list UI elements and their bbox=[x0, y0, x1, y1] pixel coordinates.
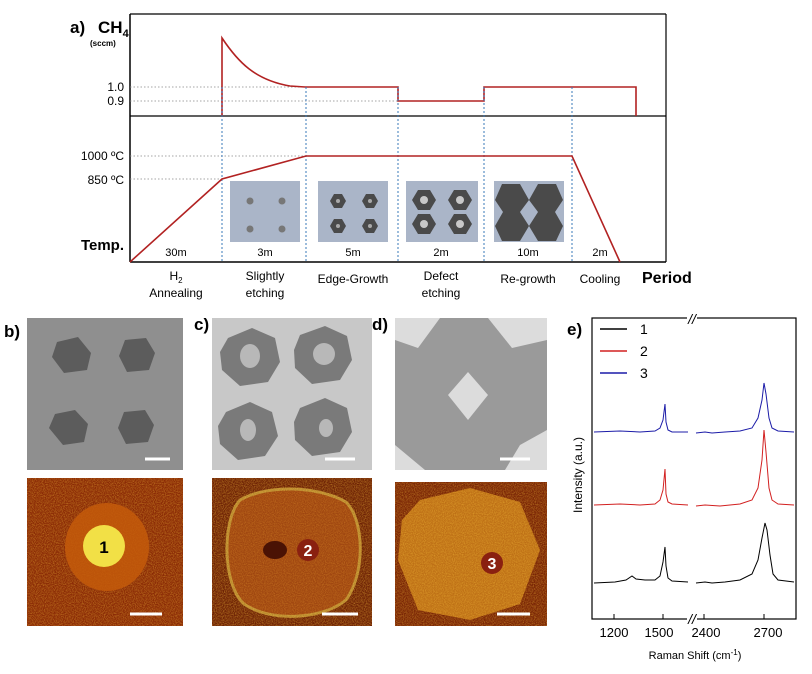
series-1-line bbox=[593, 522, 795, 584]
x-tick-labels: 1200 1500 2400 2700 bbox=[600, 625, 783, 640]
svg-text:2m: 2m bbox=[433, 247, 448, 259]
level-0-9-label: 0.9 bbox=[107, 94, 124, 108]
schematic-edge-growth bbox=[318, 181, 388, 242]
ch4-unit: (sccm) bbox=[90, 39, 116, 48]
schematic-slightly-etching bbox=[230, 181, 300, 242]
series-2-line bbox=[593, 429, 795, 507]
temp-850-label: 850 ºC bbox=[88, 173, 125, 187]
panel-b: b) 1 bbox=[4, 318, 183, 626]
svg-text:etching: etching bbox=[422, 286, 461, 300]
panel-a-label: a) bbox=[70, 18, 85, 37]
svg-text:1200: 1200 bbox=[600, 625, 629, 640]
panel-c-label: c) bbox=[194, 315, 209, 334]
panel-b-label: b) bbox=[4, 322, 20, 341]
svg-text:Edge-Growth: Edge-Growth bbox=[318, 272, 389, 286]
hexagon-flake bbox=[118, 410, 154, 444]
raman-plot-frame bbox=[591, 317, 797, 620]
axis-break-top: // bbox=[687, 311, 698, 327]
x-axis-label: Raman Shift (cm-1) bbox=[649, 648, 742, 662]
hexagon-flake bbox=[52, 337, 91, 373]
schematic-defect-etching bbox=[406, 181, 478, 242]
hexagon-flake bbox=[49, 410, 88, 445]
marker-3: 3 bbox=[488, 556, 497, 573]
legend-label-2: 2 bbox=[640, 343, 648, 359]
panel-d: d) 3 bbox=[372, 315, 547, 626]
axis-break-bottom: // bbox=[687, 611, 698, 627]
svg-text:3m: 3m bbox=[257, 247, 272, 259]
panel-c: c) 2 bbox=[194, 315, 372, 626]
y-axis-label: Intensity (a.u.) bbox=[571, 437, 585, 513]
svg-text:2m: 2m bbox=[592, 247, 607, 259]
phase-labels: H2 Annealing Slightly etching Edge-Growt… bbox=[149, 269, 620, 300]
panel-e: e) // // 1 2 3 1200 1500 2400 bbox=[567, 311, 797, 662]
marker-1: 1 bbox=[99, 538, 108, 557]
panel-e-label: e) bbox=[567, 320, 582, 339]
temp-axis-label: Temp. bbox=[81, 237, 124, 254]
ch4-label: CH4 bbox=[98, 18, 130, 40]
svg-text:1500: 1500 bbox=[645, 625, 674, 640]
temp-1000-label: 1000 ºC bbox=[81, 149, 124, 163]
svg-text:30m: 30m bbox=[165, 247, 186, 259]
panel-a: a) CH4 (sccm) 1.0 0.9 1000 ºC 850 ºC Tem… bbox=[70, 13, 692, 300]
period-label: Period bbox=[642, 270, 692, 287]
svg-text:Cooling: Cooling bbox=[580, 272, 621, 286]
phase-separators bbox=[221, 87, 573, 262]
legend: 1 2 3 bbox=[600, 321, 648, 381]
marker-2: 2 bbox=[304, 543, 313, 560]
temperature-curve bbox=[129, 155, 621, 263]
svg-text:Annealing: Annealing bbox=[149, 286, 202, 300]
svg-text:2400: 2400 bbox=[692, 625, 721, 640]
svg-text:Defect: Defect bbox=[424, 269, 459, 283]
legend-label-1: 1 bbox=[640, 321, 648, 337]
phase-h2: H2 bbox=[169, 269, 183, 285]
series-3-line bbox=[593, 382, 795, 434]
flake-outline bbox=[225, 487, 362, 618]
level-1-0-label: 1.0 bbox=[107, 80, 124, 94]
panel-d-label: d) bbox=[372, 315, 388, 334]
svg-text:etching: etching bbox=[246, 286, 285, 300]
x-ticks bbox=[613, 614, 765, 619]
hexagon-flake bbox=[119, 338, 155, 372]
legend-label-3: 3 bbox=[640, 365, 648, 381]
svg-text:Slightly: Slightly bbox=[246, 269, 285, 283]
svg-text:5m: 5m bbox=[345, 247, 360, 259]
schematic-re-growth bbox=[494, 181, 564, 242]
monolayer-core bbox=[83, 525, 125, 567]
ch4-flow-curve bbox=[221, 35, 637, 116]
sem-image-b bbox=[27, 318, 183, 470]
svg-text:2700: 2700 bbox=[754, 625, 783, 640]
svg-text:10m: 10m bbox=[517, 247, 538, 259]
svg-text:Re-growth: Re-growth bbox=[500, 272, 555, 286]
phase-durations: 30m 3m 5m 2m 10m 2m bbox=[165, 247, 607, 259]
